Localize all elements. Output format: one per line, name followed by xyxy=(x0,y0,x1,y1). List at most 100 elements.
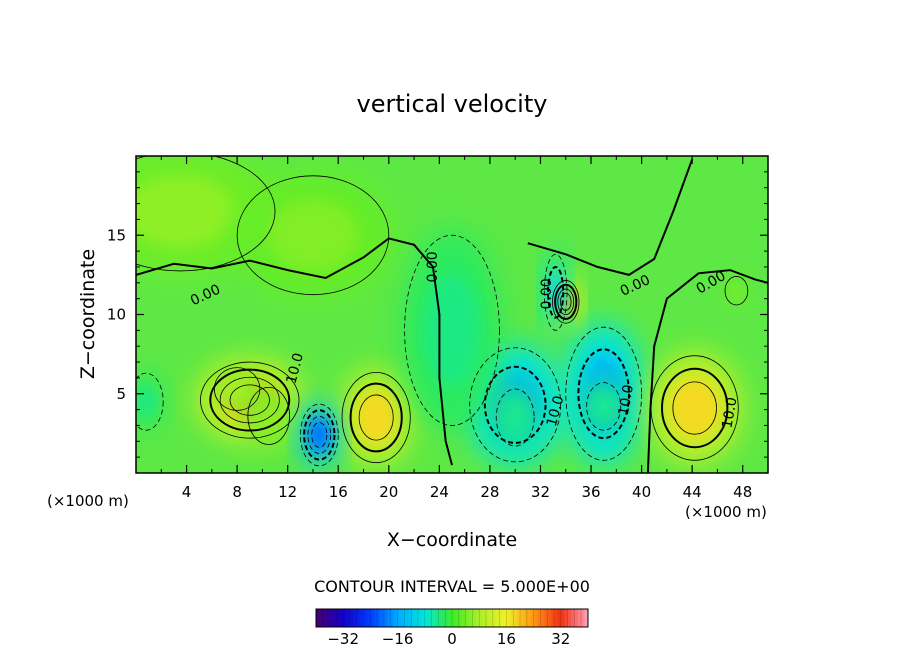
colorbar-segment xyxy=(554,609,558,627)
y-tick-label-0: 5 xyxy=(116,385,126,403)
contour-interval-text: CONTOUR INTERVAL = 5.000E+00 xyxy=(314,577,590,596)
x-axis-label: X−coordinate xyxy=(387,529,517,551)
zero-contour-left xyxy=(136,237,453,466)
colorbar-segment xyxy=(452,609,456,627)
x-axis-unit: (×1000 m) xyxy=(685,503,767,521)
contour-label-8: 10.0 xyxy=(719,396,740,429)
field-core-16 xyxy=(424,274,480,387)
contour-3-2 xyxy=(349,382,403,453)
x-tick-label-8: 36 xyxy=(581,483,600,501)
colorbar-segment xyxy=(380,609,385,627)
colorbar-segment xyxy=(339,609,344,627)
colorbar-tick-label-2: 0 xyxy=(447,630,457,648)
x-tick-label-1: 8 xyxy=(232,483,242,501)
contour-7-1 xyxy=(495,388,535,447)
contour-9-1 xyxy=(552,280,580,324)
colorbar-segment xyxy=(465,609,470,627)
y-tick-label-1: 10 xyxy=(107,306,126,324)
contour-9-3 xyxy=(557,288,575,316)
colorbar-segment xyxy=(407,609,412,627)
chart-title: vertical velocity xyxy=(357,90,548,118)
y-axis-unit: (×1000 m) xyxy=(47,492,129,510)
contour-label-7: 10.0 xyxy=(616,383,637,416)
colorbar-segment xyxy=(353,609,358,627)
zero-contour-upper xyxy=(527,158,694,276)
colorbar-segment xyxy=(475,609,480,627)
colorbar-segment xyxy=(401,609,405,627)
x-axis-ticks: 4 8 12 16 20 24 28 32 36 40 44 48 xyxy=(160,156,752,501)
colorbar-segment xyxy=(431,609,436,627)
colorbar: −32 −16 0 16 32 xyxy=(315,608,589,648)
colorbar-segment xyxy=(479,609,483,627)
contour-0-3 xyxy=(219,376,280,424)
x-tick-label-9: 40 xyxy=(632,483,651,501)
x-tick-label-3: 16 xyxy=(329,483,348,501)
colorbar-segment xyxy=(557,609,562,627)
colorbar-segment xyxy=(404,609,409,627)
x-tick-label-7: 32 xyxy=(531,483,550,501)
colorbar-segment xyxy=(530,609,534,627)
x-tick-label-11: 48 xyxy=(733,483,752,501)
field-core-1 xyxy=(223,376,251,402)
colorbar-segment xyxy=(373,609,378,627)
colorbar-segment xyxy=(513,609,517,627)
contour-label-6: 10.0 xyxy=(544,394,568,428)
colorbar-segment xyxy=(526,609,531,627)
field-core-15 xyxy=(268,200,358,271)
colorbar-segment xyxy=(326,609,330,627)
contour-12-1 xyxy=(724,276,749,306)
colorbar-segment xyxy=(316,609,320,627)
colorbar-segment xyxy=(350,609,354,627)
colorbar-segment xyxy=(367,609,371,627)
contour-6-1 xyxy=(565,326,643,461)
colorbar-segment xyxy=(492,609,497,627)
colorbar-segment xyxy=(540,609,545,627)
colorbar-segment xyxy=(472,609,477,627)
y-axis-ticks: 5 10 15 xyxy=(107,171,768,458)
x-tick-label-2: 12 xyxy=(278,483,297,501)
colorbar-segment xyxy=(411,609,415,627)
colorbar-segment xyxy=(336,609,341,627)
contour-13-1 xyxy=(136,372,164,431)
field-core-14 xyxy=(136,176,236,247)
colorbar-segment xyxy=(424,609,429,627)
colorbar-segment xyxy=(523,609,528,627)
colorbar-tick-label-0: −32 xyxy=(327,630,359,648)
contour-4-4 xyxy=(311,422,328,448)
x-tick-label-6: 28 xyxy=(480,483,499,501)
colorbar-segment xyxy=(577,609,582,627)
colorbar-segment xyxy=(564,609,568,627)
colorbar-segment xyxy=(322,609,327,627)
colorbar-segment xyxy=(448,609,453,627)
field-core-13 xyxy=(136,384,157,419)
contour-9-2 xyxy=(554,283,578,320)
colorbar-segment xyxy=(543,609,548,627)
colorbar-segment xyxy=(333,609,337,627)
colorbar-segment xyxy=(567,609,572,627)
colorbar-segment xyxy=(520,609,524,627)
contour-11-2 xyxy=(660,367,729,449)
contour-lines xyxy=(136,156,768,473)
colorbar-segment xyxy=(445,609,449,627)
colorbar-segment xyxy=(533,609,538,627)
colorbar-segment xyxy=(571,609,575,627)
colorbar-segment xyxy=(384,609,388,627)
colorbar-segment xyxy=(486,609,490,627)
colorbar-segment xyxy=(421,609,426,627)
colorbar-segment xyxy=(319,609,324,627)
contour-1-1 xyxy=(213,367,261,411)
colorbar-tick-label-4: 32 xyxy=(551,630,570,648)
zero-contour-right xyxy=(646,269,768,473)
colorbar-segment xyxy=(482,609,487,627)
contour-5-1 xyxy=(469,347,562,463)
field-core-8 xyxy=(593,392,614,421)
colorbar-segment xyxy=(455,609,460,627)
x-tick-label-10: 44 xyxy=(683,483,702,501)
colorbar-segment xyxy=(363,609,368,627)
colorbar-segment xyxy=(435,609,439,627)
colorbar-segment xyxy=(560,609,565,627)
colorbar-segment xyxy=(390,609,395,627)
colorbar-tick-label-1: −16 xyxy=(382,630,414,648)
colorbar-segment xyxy=(506,609,511,627)
contour-label-1: 0.00 xyxy=(425,251,441,282)
